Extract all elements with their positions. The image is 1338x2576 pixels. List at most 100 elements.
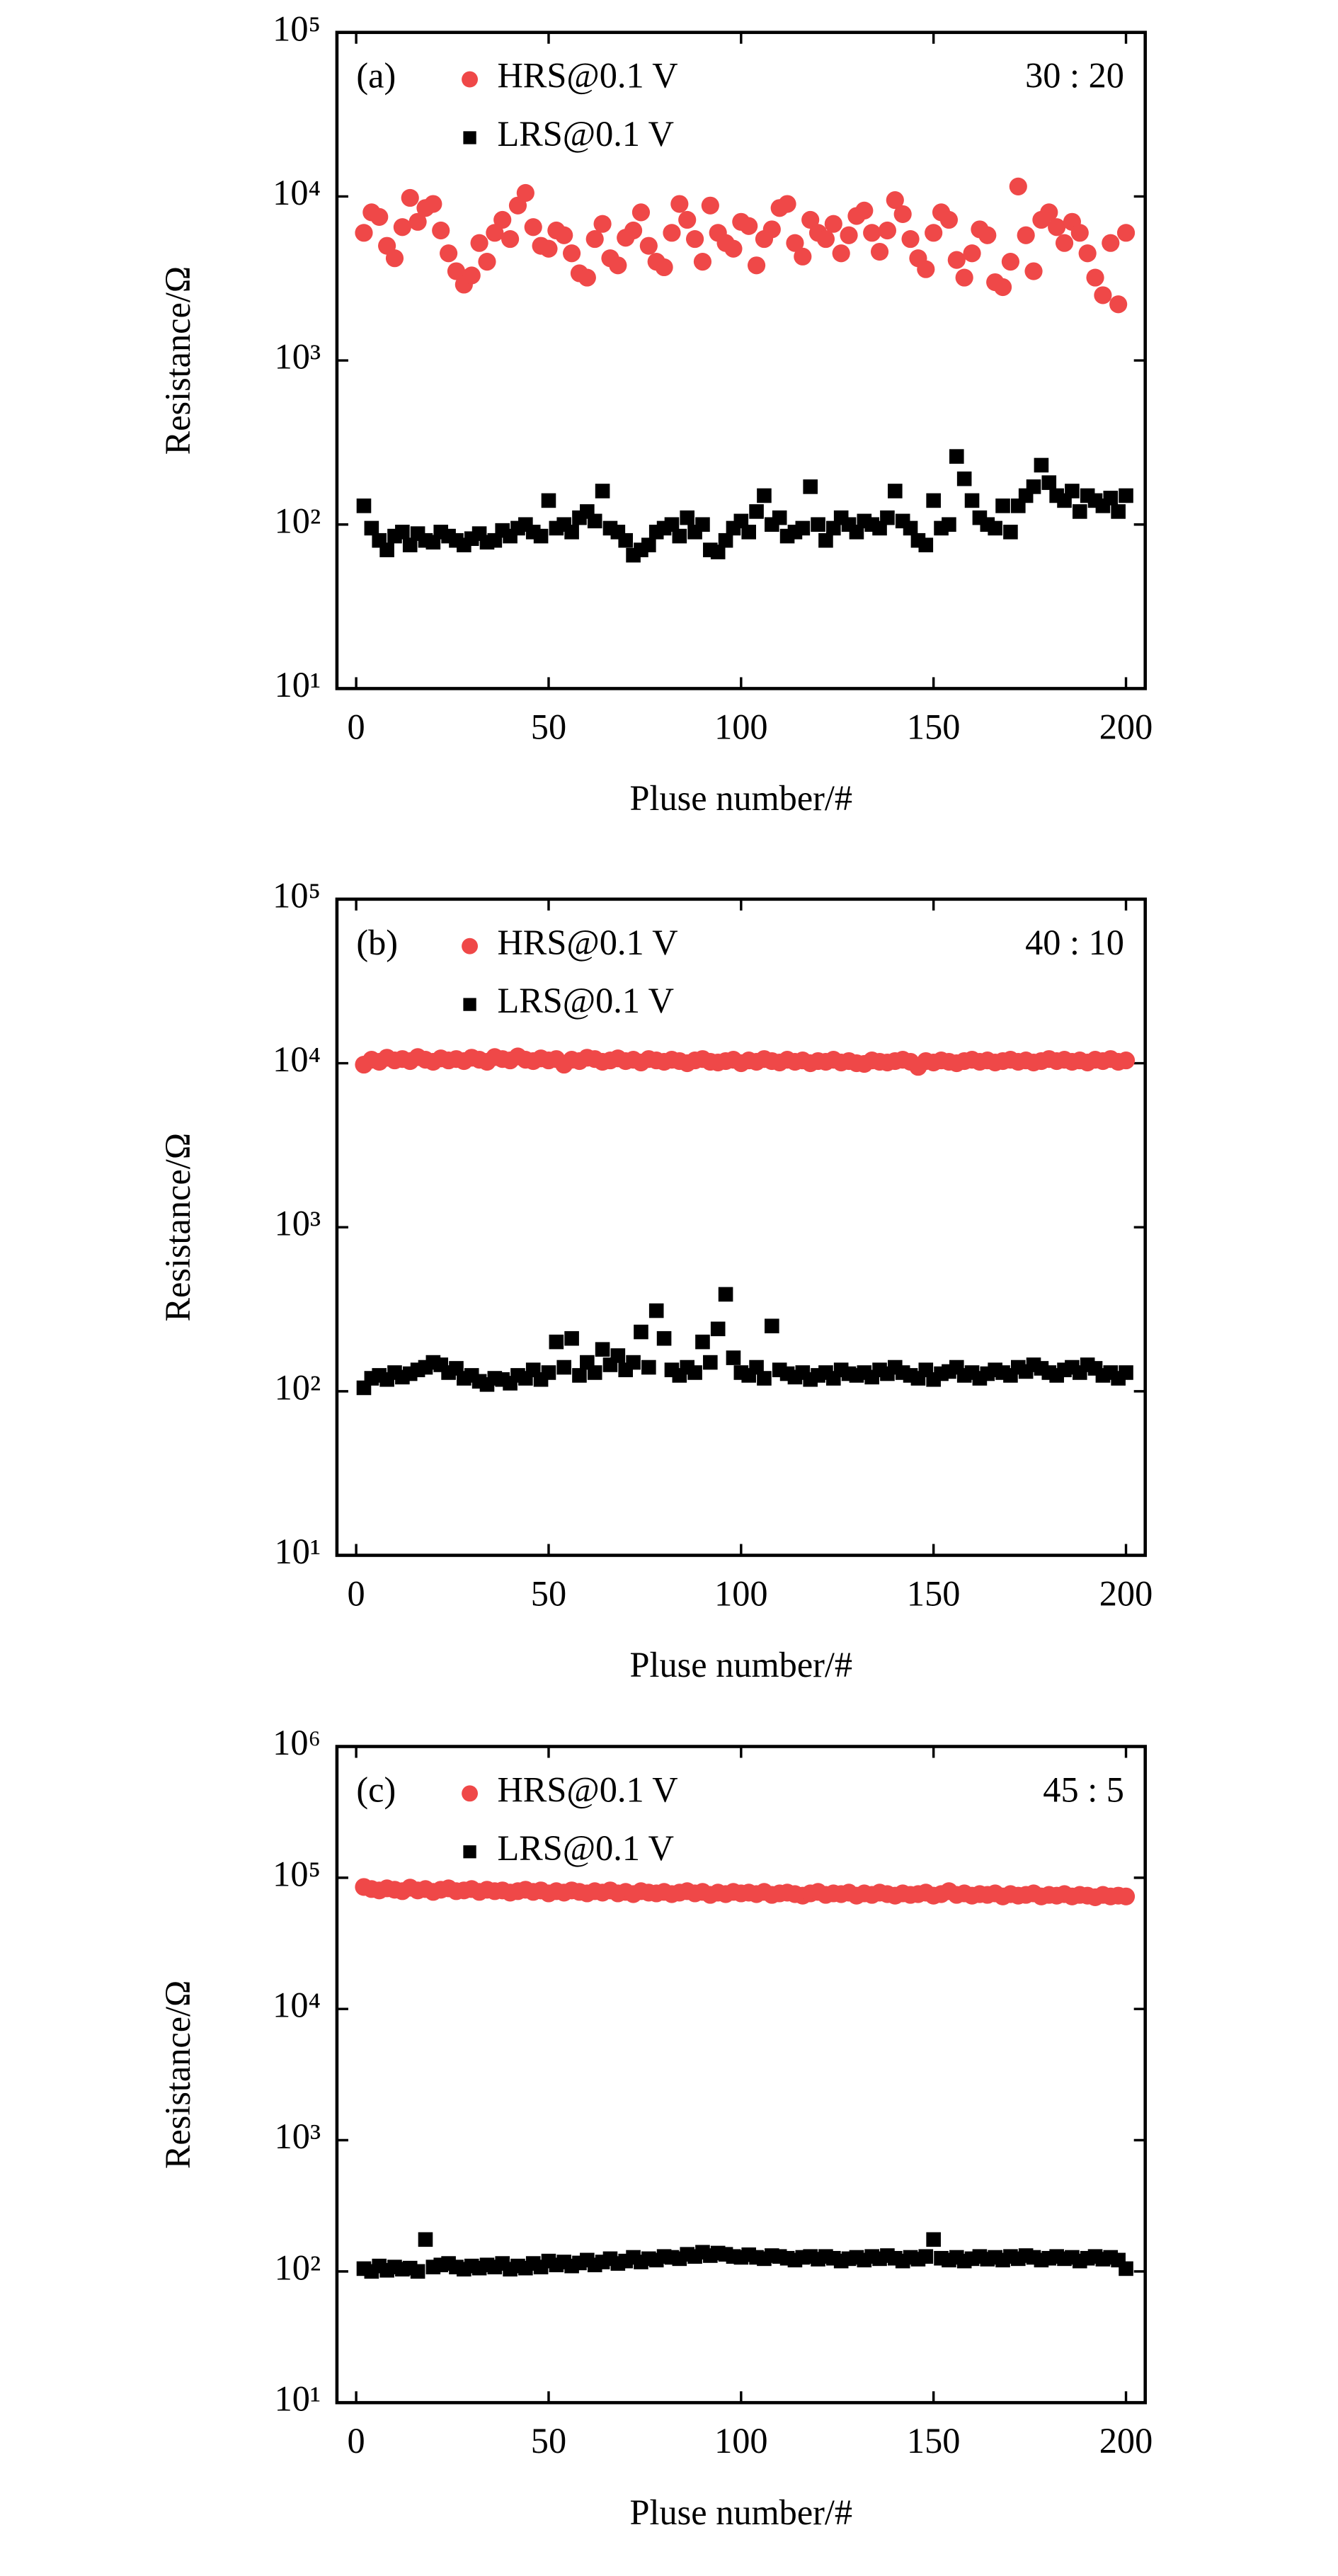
data-point <box>564 525 579 540</box>
data-point <box>701 196 719 215</box>
x-axis-title: Pluse number/# <box>630 778 853 818</box>
ratio-annotation: 40 : 10 <box>1025 923 1124 962</box>
y-tick-label: 10⁵ <box>273 8 321 48</box>
data-point <box>478 253 496 271</box>
data-point <box>563 244 581 263</box>
legend-entry: HRS@0.1 V <box>462 1769 678 1809</box>
data-point <box>803 479 818 494</box>
y-tick-label: 10⁵ <box>273 1854 321 1893</box>
data-point <box>539 239 558 258</box>
data-point <box>995 498 1010 513</box>
data-point <box>587 1365 602 1380</box>
x-tick-label: 100 <box>714 1574 768 1614</box>
data-point <box>541 493 556 508</box>
x-tick-label: 50 <box>531 2421 566 2461</box>
x-tick-label: 0 <box>348 707 365 746</box>
data-point <box>824 215 842 233</box>
data-point <box>447 262 466 280</box>
data-point <box>549 1334 564 1350</box>
data-point <box>664 517 680 532</box>
data-point <box>1034 457 1049 473</box>
data-point <box>757 488 772 503</box>
data-point <box>693 253 712 271</box>
data-point <box>364 520 379 536</box>
data-point <box>762 220 781 239</box>
data-point <box>1026 479 1041 494</box>
legend-entry: HRS@0.1 V <box>462 923 678 962</box>
data-point <box>379 542 394 557</box>
x-axis-title: Pluse number/# <box>630 2492 853 2532</box>
x-axis-title: Pluse number/# <box>630 1645 853 1685</box>
series-circle <box>355 177 1136 314</box>
data-point <box>765 1318 779 1333</box>
data-point <box>356 498 372 513</box>
data-point <box>470 234 488 252</box>
data-point <box>939 210 959 229</box>
x-tick-label: 200 <box>1099 1574 1153 1614</box>
data-point <box>555 226 573 244</box>
data-point <box>749 504 764 519</box>
data-point <box>1070 224 1089 242</box>
data-point <box>432 221 450 240</box>
legend-marker <box>462 1785 478 1802</box>
data-point <box>703 1355 718 1370</box>
y-tick-label: 10⁴ <box>273 1985 321 2025</box>
data-point <box>1055 234 1074 252</box>
data-point <box>585 229 604 249</box>
data-point <box>1111 504 1126 519</box>
data-point <box>778 195 796 213</box>
data-point <box>685 229 704 249</box>
data-point <box>818 532 833 548</box>
data-point <box>402 537 418 552</box>
data-point <box>501 229 520 249</box>
legend-marker <box>463 131 476 144</box>
x-tick-label: 50 <box>531 707 566 746</box>
data-point <box>918 2249 934 2264</box>
legend-entry: LRS@0.1 V <box>463 1828 674 1868</box>
data-point <box>718 1287 733 1302</box>
data-point <box>1116 224 1136 242</box>
y-axis-title: Resistance/Ω <box>158 1981 198 2170</box>
legend-marker <box>463 998 476 1011</box>
y-tick-label: 10¹ <box>275 665 321 705</box>
y-tick-label: 10¹ <box>275 1532 321 1571</box>
data-point <box>878 221 897 240</box>
data-point <box>747 256 766 275</box>
data-point <box>656 1330 672 1346</box>
data-point <box>888 484 903 498</box>
data-point <box>1119 2261 1133 2276</box>
data-point <box>724 239 743 258</box>
data-point <box>462 266 481 285</box>
data-point <box>610 1348 626 1363</box>
data-point <box>718 532 733 548</box>
y-tick-label: 10¹ <box>275 2379 321 2419</box>
y-tick-label: 10³ <box>275 2116 321 2156</box>
data-point <box>942 517 956 532</box>
data-point <box>663 224 681 242</box>
data-point <box>410 2264 425 2279</box>
x-tick-label: 50 <box>531 1574 566 1614</box>
data-point <box>1119 1365 1133 1380</box>
data-point <box>757 1371 772 1386</box>
data-point <box>926 2232 941 2247</box>
series-circle <box>355 1047 1136 1076</box>
data-point <box>993 278 1012 297</box>
data-point <box>395 525 410 540</box>
data-point <box>726 1350 741 1365</box>
data-point <box>863 224 881 242</box>
y-tick-label: 10² <box>275 1367 321 1407</box>
legend-entry: LRS@0.1 V <box>463 981 674 1020</box>
data-point <box>1116 1052 1136 1070</box>
data-point <box>418 2232 433 2247</box>
data-point <box>556 1360 572 1375</box>
data-point <box>955 268 973 287</box>
data-point <box>609 256 627 275</box>
y-tick-label: 10² <box>275 501 321 540</box>
x-tick-label: 0 <box>348 2421 365 2461</box>
data-point <box>493 210 512 229</box>
x-tick-label: 150 <box>907 1574 961 1614</box>
data-point <box>670 195 689 213</box>
data-point <box>355 224 373 242</box>
data-point <box>1086 268 1104 287</box>
data-point <box>870 242 889 261</box>
